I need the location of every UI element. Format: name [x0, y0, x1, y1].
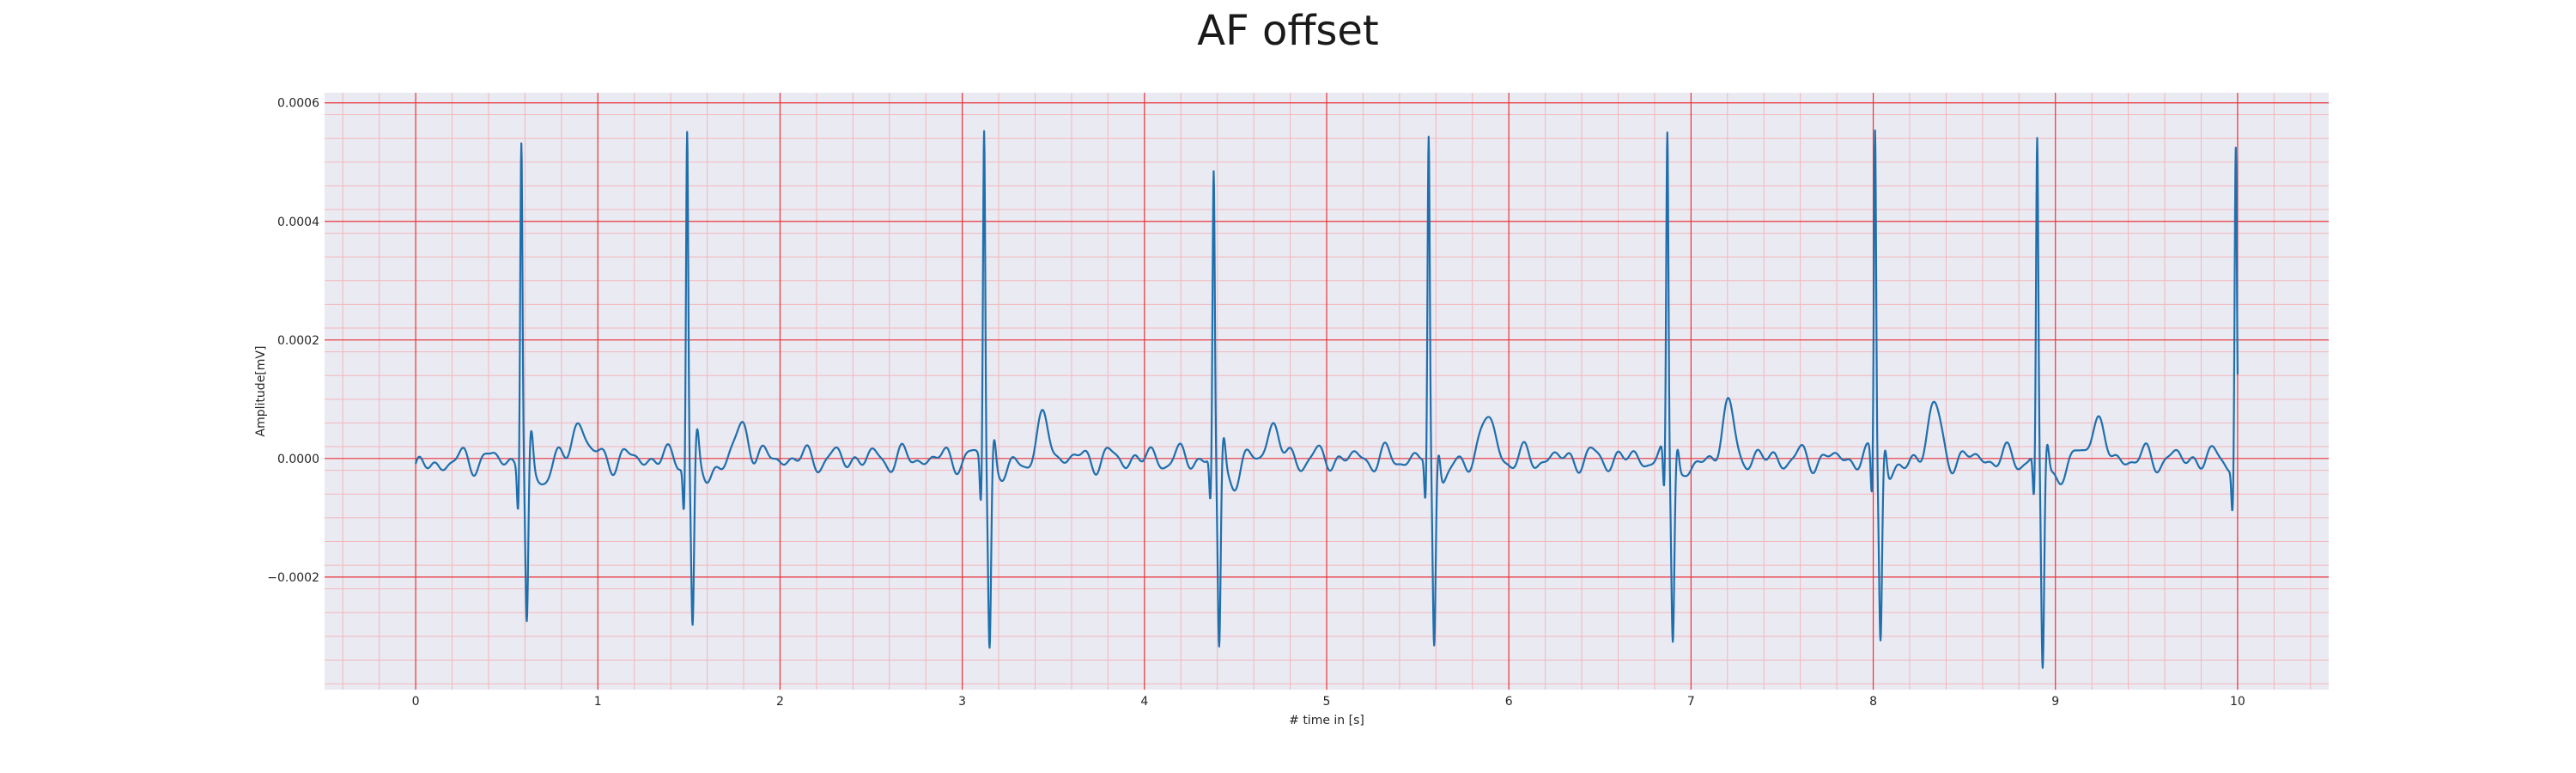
- x-tick-label: 1: [594, 695, 602, 709]
- x-tick-label: 7: [1687, 695, 1695, 709]
- x-axis-label: # time in [s]: [1289, 714, 1364, 727]
- x-axis-ticks: 0 1 2 3 4 5 6 7 8 9 10: [412, 695, 2245, 709]
- y-tick-label: 0.0004: [277, 216, 319, 229]
- y-tick-label: 0.0002: [277, 334, 319, 348]
- y-tick-label: 0.0000: [277, 453, 319, 466]
- x-tick-label: 6: [1505, 695, 1513, 709]
- x-tick-label: 5: [1323, 695, 1331, 709]
- x-tick-label: 2: [776, 695, 784, 709]
- x-tick-label: 9: [2051, 695, 2059, 709]
- x-tick-label: 10: [2230, 695, 2245, 709]
- x-tick-label: 4: [1140, 695, 1148, 709]
- x-tick-label: 0: [412, 695, 420, 709]
- x-tick-label: 3: [958, 695, 966, 709]
- x-tick-label: 8: [1869, 695, 1877, 709]
- y-tick-label: 0.0006: [277, 97, 319, 111]
- y-tick-label: −0.0002: [267, 571, 319, 585]
- y-axis-ticks: −0.0002 0.0000 0.0002 0.0004 0.0006: [267, 97, 319, 585]
- y-axis-label: Amplitude[mV]: [254, 346, 268, 437]
- chart-title: AF offset: [1197, 7, 1379, 55]
- ecg-series-line: [415, 129, 2239, 669]
